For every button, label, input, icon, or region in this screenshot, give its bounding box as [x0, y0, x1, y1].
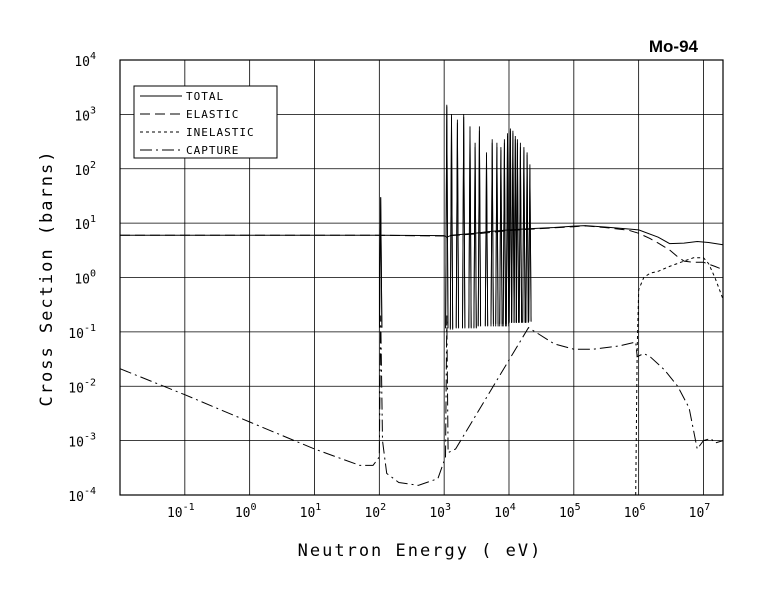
y-tick-label: 10-2: [68, 377, 96, 396]
series-spike-elastic: [490, 142, 494, 327]
x-tick-label: 10-1: [167, 502, 195, 521]
series-spike-elastic: [518, 147, 523, 323]
tick-labels: 10-4 10-3 10-2 10-1 100 101 102 103 104 10-1 100 10…: [68, 51, 710, 521]
plot-frame: [119, 59, 724, 496]
x-axis-label: Neutron Energy ( eV): [298, 541, 543, 561]
series-spike-elastic: [505, 135, 510, 327]
y-tick-label: 101: [74, 214, 96, 233]
y-tick-label: 104: [74, 51, 96, 70]
legend: TOTAL ELASTIC INELASTIC CAPTURE: [133, 85, 278, 159]
series-spike-elastic: [499, 150, 503, 327]
series-line-inelastic: [635, 257, 724, 496]
series-spike-elastic: [455, 122, 460, 329]
series-spike-elastic: [477, 130, 482, 327]
x-tick-label: 107: [689, 502, 711, 521]
y-tick-label: 100: [74, 269, 96, 288]
series-spike-elastic: [522, 150, 526, 323]
series-spike-elastic: [525, 154, 529, 323]
y-tick-label: 103: [74, 105, 96, 124]
y-tick-label: 10-4: [68, 486, 96, 505]
series-line-elastic: [120, 225, 724, 271]
series-spike-elastic: [473, 147, 477, 329]
x-tick-label: 105: [559, 502, 581, 521]
series-group: [119, 104, 724, 496]
series-spike-elastic: [445, 106, 449, 329]
series-spike-elastic: [462, 116, 466, 329]
x-tick-label: 101: [300, 502, 322, 521]
series-spike-elastic: [468, 130, 472, 329]
series-spike-elastic: [513, 139, 517, 323]
legend-box: [133, 85, 278, 159]
y-tick-label: 102: [74, 160, 96, 179]
legend-label-elastic: ELASTIC: [186, 108, 239, 121]
x-tick-label: 102: [364, 502, 386, 521]
legend-label-total: TOTAL: [186, 90, 224, 103]
x-tick-label: 104: [494, 502, 516, 521]
series-spike-elastic: [528, 168, 532, 322]
series-spike-elastic: [449, 116, 454, 329]
series-spike-elastic: [495, 147, 499, 327]
x-tick-label: 106: [624, 502, 646, 521]
y-axis-label: Cross Section (barns): [37, 150, 57, 407]
series-spike-elastic: [502, 142, 507, 327]
series-spike-elastic: [484, 154, 489, 327]
chart-title: Mo-94: [649, 37, 699, 56]
series-spike-elastic: [379, 197, 383, 328]
y-tick-label: 10-3: [68, 432, 96, 451]
legend-label-capture: CAPTURE: [186, 144, 239, 157]
series-spike-elastic: [511, 133, 515, 323]
series-spike-elastic: [508, 130, 513, 323]
x-tick-label: 103: [429, 502, 451, 521]
series-spike-elastic: [515, 142, 520, 323]
legend-label-inelastic: INELASTIC: [186, 126, 255, 139]
x-tick-label: 100: [235, 502, 257, 521]
series-line-total: [120, 225, 724, 246]
y-tick-label: 10-1: [68, 323, 96, 342]
series-line-capture: [119, 315, 724, 486]
